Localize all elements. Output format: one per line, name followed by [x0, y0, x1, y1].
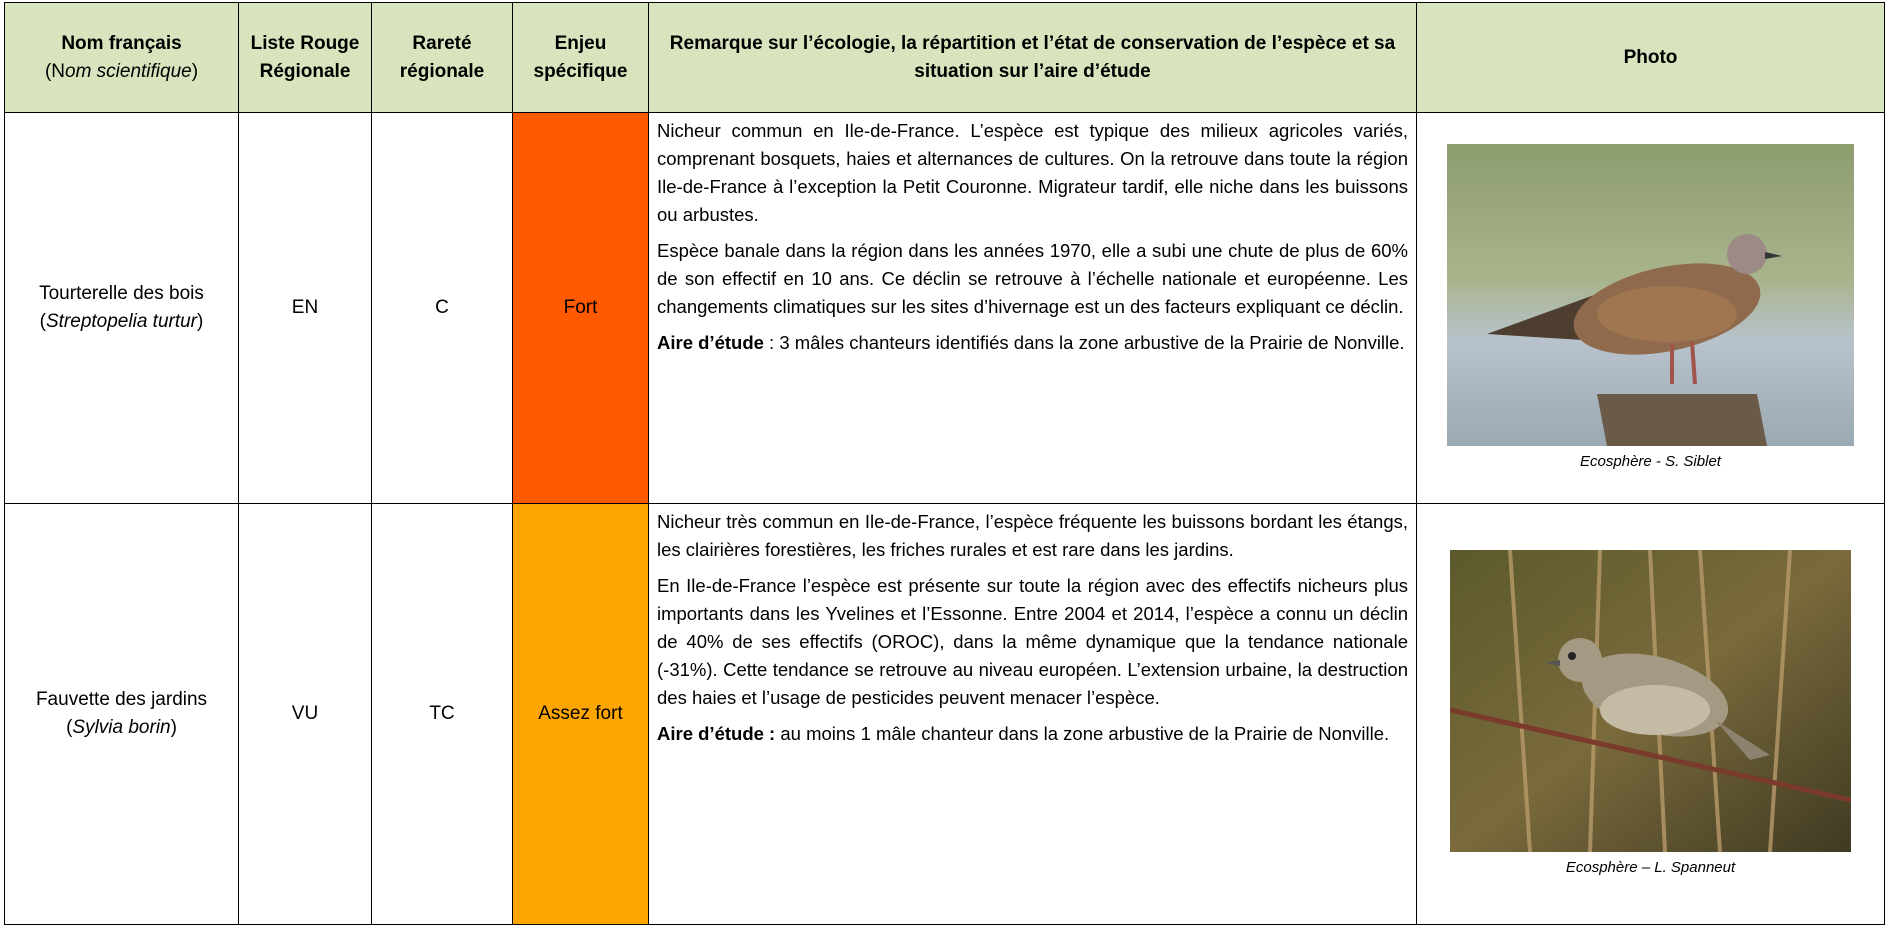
red-list: VU: [238, 503, 372, 925]
paragraph: Aire d’étude : 3 mâles chanteurs identif…: [657, 329, 1408, 357]
photo-caption: Ecosphère – L. Spanneut: [1565, 859, 1736, 876]
text-segment: Streptopelia turtur: [45, 311, 198, 332]
text-segment: Liste Rouge Régionale: [250, 32, 360, 82]
text-segment: En Ile-de-France l’espèce est présente s…: [657, 575, 1408, 708]
header-row: Nom français (Nom scientifique) Liste Roug…: [4, 2, 1885, 113]
header-cell: Enjeu spécifique: [512, 2, 649, 113]
header-cell: Rareté régionale: [371, 2, 513, 113]
text-segment: Remarque sur l’écologie, la répartition …: [669, 32, 1396, 82]
text-segment: (N: [44, 60, 65, 82]
text-segment: Nom français: [61, 32, 182, 54]
text-segment: Rareté régionale: [399, 32, 485, 82]
photo-image: [1447, 144, 1854, 446]
paragraph: Aire d’étude : au moins 1 mâle chanteur …: [657, 720, 1408, 748]
text-segment: (: [39, 311, 46, 332]
text-segment: Photo: [1623, 46, 1678, 68]
species-table: Nom français (Nom scientifique) Liste Roug…: [4, 2, 1885, 925]
stake: Fort: [512, 112, 649, 504]
header-cell: Nom français (Nom scientifique): [4, 2, 239, 113]
header-cell: Remarque sur l’écologie, la répartition …: [648, 2, 1417, 113]
remarks: Nicheur très commun en Ile-de-France, l’…: [648, 503, 1417, 925]
text-segment: ): [170, 717, 177, 738]
header-cell: Liste Rouge Régionale: [238, 2, 372, 113]
name-cell: Tourterelle des bois (Streptopelia turtur…: [4, 112, 239, 504]
photo: [1447, 144, 1854, 446]
photo-caption: Ecosphère - S. Siblet: [1580, 453, 1721, 470]
row: Tourterelle des bois (Streptopelia turtur…: [4, 112, 1885, 504]
text-segment: Espèce banale dans la région dans les an…: [657, 240, 1408, 317]
paragraph: En Ile-de-France l’espèce est présente s…: [657, 572, 1408, 712]
name-cell: Fauvette des jardins (Sylvia borin): [4, 503, 239, 925]
red-list: EN: [238, 112, 372, 504]
remarks: Nicheur commun en Ile-de-France. L’espèc…: [648, 112, 1417, 504]
rarity: TC: [371, 503, 513, 925]
text-segment: Tourterelle des bois: [39, 283, 204, 304]
text-segment: Sylvia borin: [72, 717, 171, 738]
paragraph: Espèce banale dans la région dans les an…: [657, 237, 1408, 321]
text-segment: om scientifique: [65, 60, 192, 82]
photo-cell: Ecosphère – L. Spanneut: [1416, 503, 1885, 925]
text-segment: Nicheur commun en Ile-de-France. L’espèc…: [657, 120, 1408, 225]
text-segment: : 3 mâles chanteurs identifiés dans la z…: [763, 332, 1405, 353]
text-segment: au moins 1 mâle chanteur dans la zone ar…: [775, 723, 1390, 744]
text-segment: Fauvette des jardins: [35, 689, 208, 710]
row: Fauvette des jardins (Sylvia borin) VU TC…: [4, 503, 1885, 925]
stake: Assez fort: [512, 503, 649, 925]
text-segment: (: [66, 717, 73, 738]
photo-image: [1450, 550, 1851, 852]
text-segment: Aire d’étude: [657, 332, 764, 353]
photo-cell: Ecosphère - S. Siblet: [1416, 112, 1885, 504]
text-segment: Aire d’étude :: [657, 723, 776, 744]
paragraph: Nicheur commun en Ile-de-France. L’espèc…: [657, 117, 1408, 229]
paragraph: Nicheur très commun en Ile-de-France, l’…: [657, 508, 1408, 564]
rarity: C: [371, 112, 513, 504]
text-segment: ): [197, 311, 204, 332]
text-segment: ): [191, 60, 199, 82]
header-cell: Photo: [1416, 2, 1885, 113]
text-segment: Enjeu spécifique: [533, 32, 628, 82]
text-segment: Nicheur très commun en Ile-de-France, l’…: [657, 511, 1408, 560]
photo: [1450, 550, 1851, 852]
